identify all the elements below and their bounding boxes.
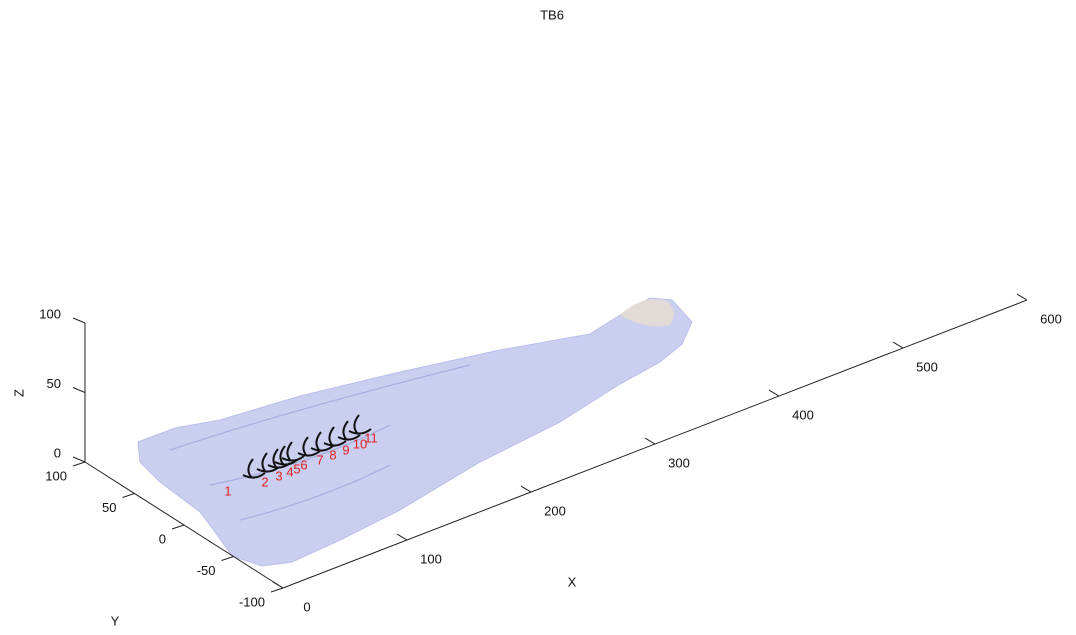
x-tick-label: 400 — [792, 407, 814, 422]
point-label: 5 — [293, 461, 300, 476]
y-tick-label: 100 — [45, 468, 67, 483]
point-label: 7 — [316, 452, 323, 467]
point-label: 4 — [286, 464, 293, 479]
y-tick-label: 0 — [159, 531, 166, 546]
x-tick-label: 100 — [420, 551, 442, 566]
z-axis-label: Z — [11, 389, 26, 397]
x-tick — [520, 485, 532, 493]
y-tick — [171, 524, 185, 530]
z-tick-label: 100 — [39, 306, 61, 321]
point-label: 9 — [342, 442, 349, 457]
x-tick — [892, 341, 904, 349]
point-label: 11 — [364, 430, 378, 445]
x-tick — [272, 581, 284, 589]
y-tick — [122, 493, 135, 498]
hook — [281, 441, 305, 462]
x-tick-label: 200 — [544, 503, 566, 518]
point-label: 10 — [353, 436, 367, 451]
x-tick — [644, 437, 656, 445]
hook — [337, 420, 361, 441]
point-label: 2 — [261, 474, 268, 489]
y-tick — [72, 461, 86, 467]
hook — [242, 458, 266, 479]
x-tick — [396, 533, 408, 541]
z-tick — [72, 456, 86, 463]
x-tick-label: 600 — [1040, 312, 1062, 327]
hook — [323, 426, 347, 447]
z-tick — [72, 387, 86, 393]
point-label: 6 — [300, 457, 307, 472]
x-tick-label: 300 — [668, 455, 690, 470]
point-label: 8 — [329, 447, 336, 462]
z-tick-label: 50 — [47, 376, 61, 391]
surface-ridge — [169, 364, 471, 521]
x-tick-label: 500 — [916, 359, 938, 374]
chart-title: TB6 — [540, 7, 564, 22]
point-label: 1 — [224, 483, 231, 498]
hook — [348, 414, 372, 435]
z-tick — [72, 317, 86, 324]
hooks — [242, 414, 372, 479]
y-tick-label: -50 — [197, 563, 216, 578]
point-label: 3 — [275, 468, 282, 483]
y-tick — [270, 587, 284, 593]
bone-surface — [137, 297, 693, 567]
y-tick-label: 50 — [102, 500, 116, 515]
x-axis-label: X — [568, 574, 577, 589]
x-tick — [768, 389, 780, 397]
x-tick-label: 0 — [303, 599, 310, 614]
hook — [297, 436, 321, 457]
x-tick — [1016, 293, 1028, 301]
bone-head — [620, 299, 674, 327]
hook — [310, 431, 334, 452]
y-axis-label: Y — [111, 613, 120, 628]
z-tick-label: 0 — [54, 445, 61, 460]
y-tick-label: -100 — [239, 594, 265, 609]
y-tick — [221, 556, 234, 561]
